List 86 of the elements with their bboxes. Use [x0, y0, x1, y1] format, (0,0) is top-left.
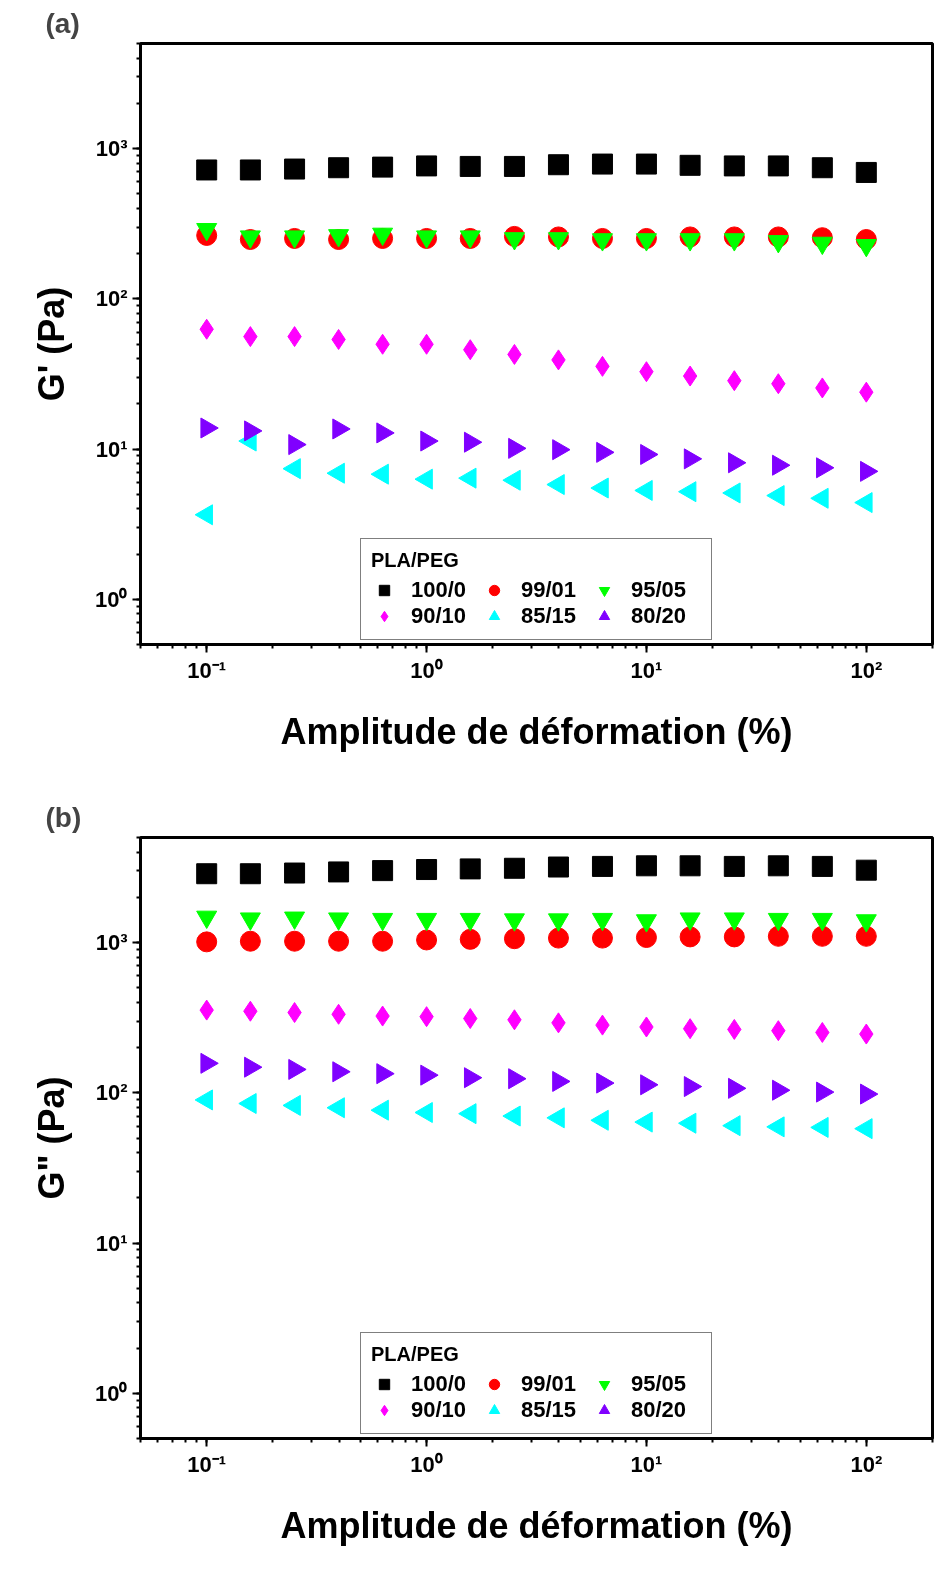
point: [459, 928, 481, 950]
point: [284, 930, 306, 952]
point: [328, 930, 350, 952]
y-tick-label: 10³: [95, 136, 128, 162]
legend-label: 95/05: [631, 1371, 688, 1397]
point: [547, 927, 569, 949]
point: [503, 857, 525, 879]
legend-label: 95/05: [631, 577, 688, 603]
point: [767, 925, 789, 947]
x-tick-label: 10⁰: [410, 1451, 443, 1477]
x-tick-label: 10⁻¹: [187, 1451, 227, 1477]
point: [196, 159, 218, 181]
y-tick-label: 10¹: [95, 436, 128, 462]
point: [416, 859, 438, 881]
legend-label: 99/01: [521, 1371, 578, 1397]
point: [811, 925, 833, 947]
y-tick-label: 10⁰: [95, 1380, 128, 1406]
y-axis-title: G' (Pa): [31, 286, 73, 402]
legend-label: 85/15: [521, 1397, 578, 1423]
point: [679, 154, 701, 176]
point: [679, 926, 701, 948]
point: [547, 154, 569, 176]
legend-label: 99/01: [521, 577, 578, 603]
point: [635, 927, 657, 948]
point: [328, 861, 350, 883]
y-tick-label: 10²: [95, 1080, 128, 1106]
point: [591, 855, 613, 877]
point: [767, 855, 789, 877]
y-axis-title: G" (Pa): [31, 1076, 73, 1200]
legend-label: 85/15: [521, 603, 578, 629]
legend-title: PLA/PEG: [371, 549, 460, 572]
point: [855, 161, 877, 183]
legend-label: 80/20: [631, 603, 688, 629]
point: [723, 155, 745, 177]
point: [811, 157, 833, 179]
legend-label: 100/0: [411, 1371, 468, 1397]
chart-title: (b): [45, 801, 82, 833]
point: [239, 930, 261, 952]
point: [855, 859, 877, 881]
point: [459, 155, 481, 177]
point: [416, 155, 438, 177]
point: [679, 855, 701, 877]
y-tick-label: 10⁰: [95, 586, 128, 612]
point: [372, 860, 394, 882]
point: [239, 863, 261, 885]
chart-title: (a): [45, 7, 80, 39]
point: [503, 155, 525, 177]
x-tick-label: 10²: [850, 657, 883, 683]
point: [503, 928, 525, 950]
x-axis-title: Amplitude de déformation (%): [280, 710, 793, 752]
point: [723, 926, 745, 948]
point: [416, 929, 438, 951]
x-tick-label: 10⁻¹: [187, 657, 227, 683]
x-tick-label: 10⁰: [410, 657, 443, 683]
point: [372, 930, 394, 952]
point: [682, 365, 698, 387]
point: [459, 858, 481, 880]
point: [196, 931, 218, 953]
point: [239, 159, 261, 181]
y-tick-label: 10³: [95, 930, 128, 956]
legend-label: 90/10: [411, 603, 468, 629]
point: [328, 157, 350, 179]
x-tick-label: 10²: [850, 1451, 883, 1477]
legend-title: PLA/PEG: [371, 1343, 460, 1366]
point: [635, 153, 657, 175]
point: [196, 863, 218, 885]
point: [547, 856, 569, 878]
point: [591, 927, 613, 949]
point: [635, 855, 657, 877]
legend-label: 90/10: [411, 1397, 468, 1423]
point: [682, 1018, 698, 1040]
x-axis-title: Amplitude de déformation (%): [280, 1504, 793, 1546]
point: [855, 925, 877, 947]
point: [811, 855, 833, 877]
point: [767, 155, 789, 177]
y-tick-label: 10¹: [95, 1230, 128, 1256]
point: [723, 855, 745, 877]
x-tick-label: 10¹: [630, 1451, 663, 1477]
legend-label: 80/20: [631, 1397, 688, 1423]
point: [284, 862, 306, 884]
x-tick-label: 10¹: [630, 657, 663, 683]
point: [591, 153, 613, 175]
point: [284, 158, 306, 180]
legend-label: 100/0: [411, 577, 468, 603]
y-tick-label: 10²: [95, 286, 128, 312]
point: [372, 156, 394, 178]
